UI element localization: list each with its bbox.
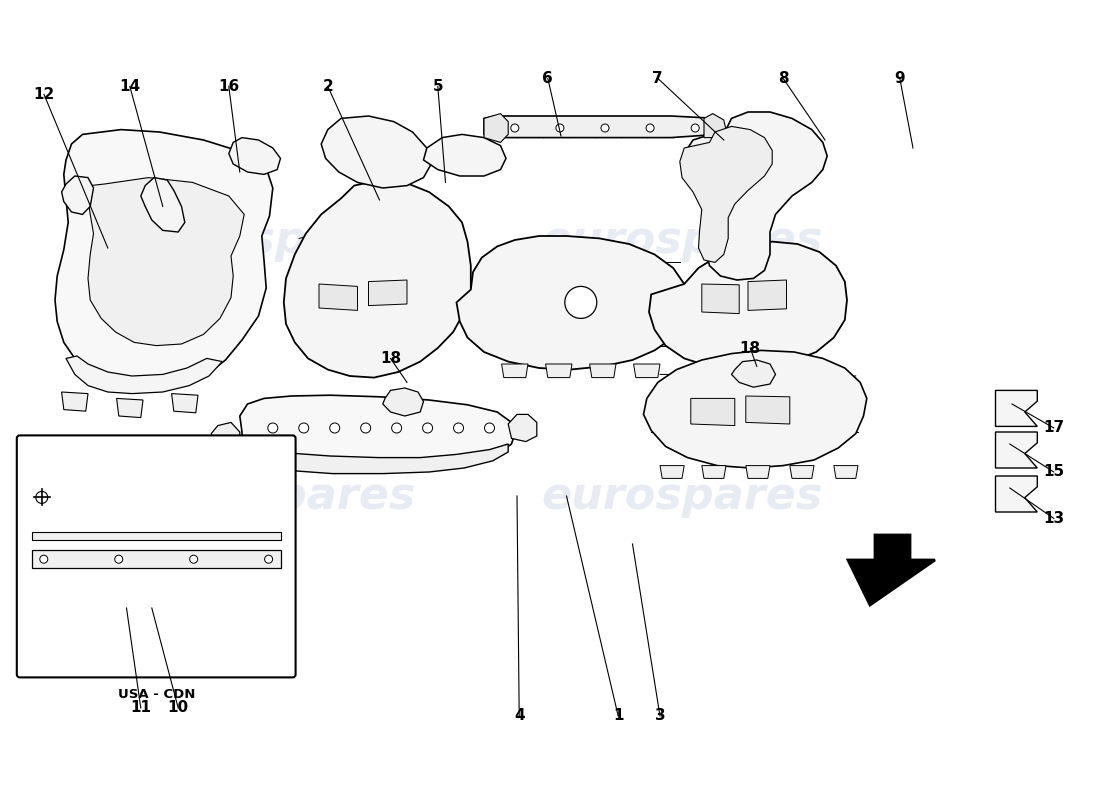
Polygon shape — [484, 116, 720, 138]
Polygon shape — [834, 466, 858, 478]
Circle shape — [267, 423, 278, 433]
Text: eurospares: eurospares — [134, 218, 416, 262]
Circle shape — [564, 286, 597, 318]
Circle shape — [40, 555, 47, 563]
Polygon shape — [424, 134, 506, 176]
Circle shape — [422, 423, 432, 433]
Circle shape — [646, 124, 654, 132]
Polygon shape — [996, 390, 1037, 426]
Circle shape — [691, 124, 700, 132]
Polygon shape — [660, 466, 684, 478]
Bar — [32, 550, 280, 568]
Circle shape — [265, 555, 273, 563]
Circle shape — [361, 423, 371, 433]
Text: USA - CDN: USA - CDN — [118, 688, 195, 701]
Polygon shape — [702, 466, 726, 478]
Polygon shape — [456, 236, 688, 370]
Circle shape — [453, 423, 463, 433]
Polygon shape — [546, 364, 572, 378]
Polygon shape — [790, 466, 814, 478]
Text: 18: 18 — [379, 351, 401, 366]
Text: eurospares: eurospares — [541, 218, 823, 262]
Polygon shape — [383, 388, 424, 416]
Polygon shape — [172, 394, 198, 413]
Polygon shape — [502, 364, 528, 378]
Text: eurospares: eurospares — [541, 474, 823, 518]
Polygon shape — [240, 395, 515, 462]
Polygon shape — [702, 284, 739, 314]
Text: 5: 5 — [432, 79, 443, 94]
Polygon shape — [996, 476, 1037, 512]
Text: 7: 7 — [652, 71, 663, 86]
Polygon shape — [117, 398, 143, 418]
Polygon shape — [368, 280, 407, 306]
Polygon shape — [996, 432, 1037, 468]
Text: 18: 18 — [739, 341, 761, 355]
Text: eurospares: eurospares — [134, 474, 416, 518]
Text: 14: 14 — [119, 79, 141, 94]
Polygon shape — [484, 114, 508, 142]
Polygon shape — [748, 280, 786, 310]
Circle shape — [601, 124, 609, 132]
Polygon shape — [746, 396, 790, 424]
Polygon shape — [55, 130, 273, 390]
Polygon shape — [321, 116, 431, 188]
Polygon shape — [62, 176, 94, 214]
Bar — [32, 532, 280, 540]
Text: 13: 13 — [1043, 511, 1065, 526]
Polygon shape — [88, 178, 244, 346]
Text: 17: 17 — [1043, 421, 1065, 435]
Circle shape — [114, 555, 123, 563]
Text: 9: 9 — [894, 71, 905, 86]
Text: 6: 6 — [542, 71, 553, 86]
Polygon shape — [704, 114, 726, 138]
Polygon shape — [284, 180, 471, 378]
Text: 8: 8 — [778, 71, 789, 86]
Polygon shape — [634, 364, 660, 378]
Text: 4: 4 — [514, 709, 525, 723]
Polygon shape — [848, 535, 935, 605]
Polygon shape — [590, 364, 616, 378]
Polygon shape — [66, 356, 222, 394]
Text: 3: 3 — [654, 709, 666, 723]
Polygon shape — [508, 414, 537, 442]
Polygon shape — [644, 350, 867, 468]
Polygon shape — [62, 392, 88, 411]
Polygon shape — [211, 422, 240, 450]
Text: 2: 2 — [322, 79, 333, 94]
Polygon shape — [240, 444, 508, 474]
Text: 12: 12 — [33, 87, 55, 102]
Text: 15: 15 — [1043, 465, 1065, 479]
Polygon shape — [684, 112, 827, 280]
Circle shape — [330, 423, 340, 433]
Circle shape — [484, 423, 495, 433]
Polygon shape — [746, 466, 770, 478]
Text: 11: 11 — [130, 701, 152, 715]
Text: 16: 16 — [218, 79, 240, 94]
Polygon shape — [732, 360, 775, 387]
Text: 1: 1 — [613, 709, 624, 723]
FancyBboxPatch shape — [16, 435, 296, 678]
Circle shape — [392, 423, 402, 433]
Polygon shape — [649, 242, 847, 370]
Circle shape — [189, 555, 198, 563]
Circle shape — [299, 423, 309, 433]
Polygon shape — [141, 178, 185, 232]
Circle shape — [556, 124, 564, 132]
Circle shape — [510, 124, 519, 132]
Text: 10: 10 — [167, 701, 189, 715]
Polygon shape — [229, 138, 280, 174]
Polygon shape — [691, 398, 735, 426]
Polygon shape — [319, 284, 358, 310]
Polygon shape — [680, 126, 772, 262]
